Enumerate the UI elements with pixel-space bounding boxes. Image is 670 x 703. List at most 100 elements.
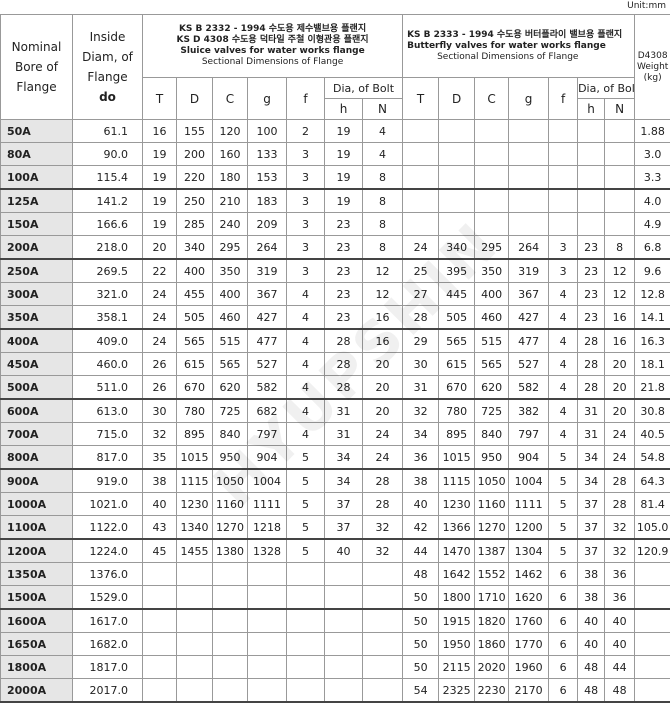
butterfly-cell	[549, 143, 578, 166]
sluice-cell: 615	[177, 353, 213, 376]
sluice-cell	[363, 633, 403, 656]
butterfly-cell: 23	[578, 236, 605, 260]
sluice-cell: 160	[213, 143, 248, 166]
butterfly-cell	[475, 143, 509, 166]
butterfly-line3: Sectional Dimensions of Flange	[407, 52, 578, 62]
column-header: T	[143, 78, 177, 120]
sluice-cell	[248, 633, 287, 656]
sluice-cell: 1050	[213, 469, 248, 493]
butterfly-cell	[475, 166, 509, 190]
bore-cell: 150A	[1, 213, 73, 236]
sluice-cell: 582	[248, 376, 287, 400]
butterfly-cell: 1760	[509, 609, 549, 633]
butterfly-cell: 38	[578, 586, 605, 610]
butterfly-cell: 1304	[509, 539, 549, 563]
butterfly-cell: 6	[549, 633, 578, 656]
sluice-cell: 1015	[177, 446, 213, 470]
sluice-cell: 5	[287, 493, 325, 516]
sluice-cell: 34	[325, 446, 363, 470]
sluice-cell	[325, 609, 363, 633]
butterfly-cell	[509, 143, 549, 166]
sluice-cell	[177, 586, 213, 610]
butterfly-cell	[605, 143, 635, 166]
sluice-cell	[177, 609, 213, 633]
inside-cell: 1682.0	[73, 633, 143, 656]
sluice-line4: Sectional Dimensions of Flange	[202, 57, 343, 67]
butterfly-cell: 350	[475, 259, 509, 283]
weight-cell	[635, 679, 670, 703]
bore-cell: 250A	[1, 259, 73, 283]
butterfly-cell	[439, 189, 475, 213]
column-header: D	[177, 78, 213, 120]
sluice-cell: 367	[248, 283, 287, 306]
sluice-cell: 4	[287, 376, 325, 400]
butterfly-cell: 6	[549, 679, 578, 703]
sluice-cell	[287, 656, 325, 679]
butterfly-cell: 20	[605, 376, 635, 400]
bolt-header: Dia, of Bolt	[578, 78, 635, 99]
sluice-cell: 4	[287, 353, 325, 376]
sluice-line2: KS D 4308 수도용 덕타일 주철 이형관용 플랜지	[176, 35, 368, 45]
butterfly-cell: 23	[578, 306, 605, 330]
sluice-cell: 23	[325, 259, 363, 283]
bore-cell: 80A	[1, 143, 73, 166]
sluice-cell: 2	[287, 120, 325, 143]
butterfly-cell: 40	[403, 493, 439, 516]
butterfly-cell: 20	[605, 399, 635, 423]
inside-cell: 1122.0	[73, 516, 143, 540]
butterfly-cell: 840	[475, 423, 509, 446]
butterfly-cell: 565	[475, 353, 509, 376]
butterfly-cell: 1470	[439, 539, 475, 563]
butterfly-cell: 5	[549, 539, 578, 563]
butterfly-cell: 28	[403, 306, 439, 330]
sluice-cell: 565	[177, 329, 213, 353]
butterfly-cell	[403, 143, 439, 166]
inside-cell: 218.0	[73, 236, 143, 260]
sluice-cell: 682	[248, 399, 287, 423]
butterfly-cell: 50	[403, 609, 439, 633]
butterfly-cell: 4	[549, 423, 578, 446]
butterfly-cell	[403, 213, 439, 236]
butterfly-cell	[509, 166, 549, 190]
sluice-cell	[325, 656, 363, 679]
sluice-cell	[177, 563, 213, 586]
butterfly-cell: 24	[403, 236, 439, 260]
sluice-cell: 26	[143, 376, 177, 400]
butterfly-cell: 2115	[439, 656, 475, 679]
weight-cell: 40.5	[635, 423, 670, 446]
sluice-cell: 4	[363, 143, 403, 166]
bore-cell: 1350A	[1, 563, 73, 586]
butterfly-cell: 460	[475, 306, 509, 330]
butterfly-cell: 29	[403, 329, 439, 353]
sluice-cell: 183	[248, 189, 287, 213]
flange-table: Nominal Bore of Flange Inside Diam, of F…	[0, 14, 670, 703]
bore-cell: 350A	[1, 306, 73, 330]
butterfly-cell: 1111	[509, 493, 549, 516]
sluice-cell: 400	[177, 259, 213, 283]
column-header: g	[509, 78, 549, 120]
butterfly-cell: 36	[605, 586, 635, 610]
sluice-cell: 28	[363, 493, 403, 516]
column-header: N	[363, 99, 403, 120]
bore-cell: 450A	[1, 353, 73, 376]
sluice-cell: 3	[287, 143, 325, 166]
sluice-cell: 725	[213, 399, 248, 423]
sluice-cell: 5	[287, 446, 325, 470]
sluice-cell: 950	[213, 446, 248, 470]
butterfly-cell: 16	[605, 329, 635, 353]
sluice-cell	[248, 563, 287, 586]
inside-cell: 141.2	[73, 189, 143, 213]
bore-cell: 1100A	[1, 516, 73, 540]
bore-header: Nominal Bore of Flange	[1, 15, 73, 120]
butterfly-cell: 427	[509, 306, 549, 330]
butterfly-cell: 382	[509, 399, 549, 423]
sluice-cell: 904	[248, 446, 287, 470]
butterfly-cell	[605, 213, 635, 236]
butterfly-cell	[509, 189, 549, 213]
inside-cell: 613.0	[73, 399, 143, 423]
